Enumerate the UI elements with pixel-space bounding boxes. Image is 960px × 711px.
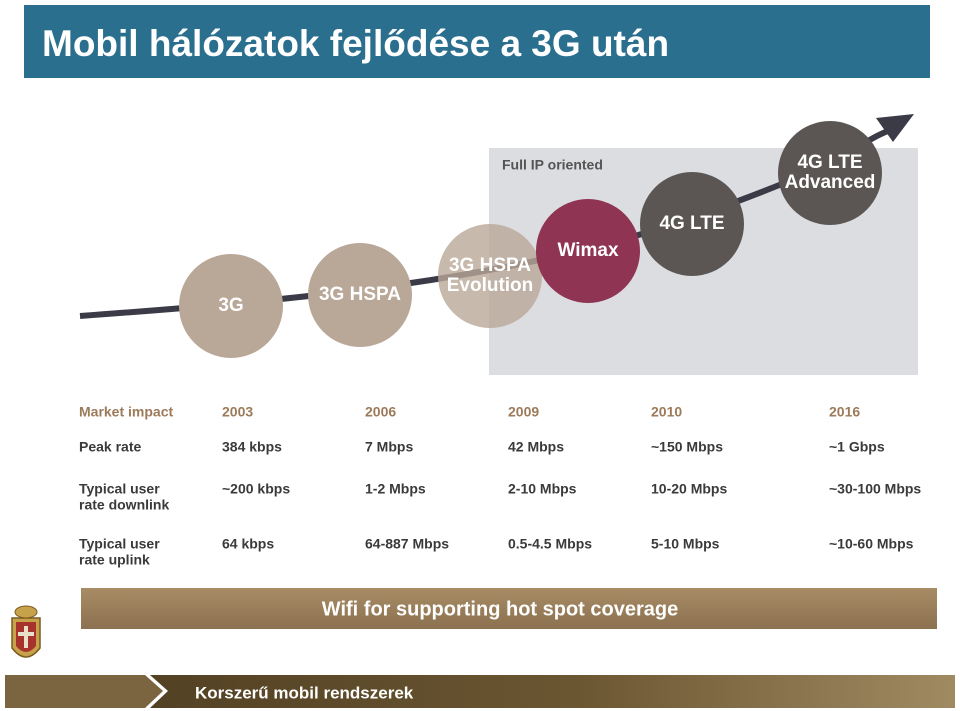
cell: 42 Mbps [508, 439, 564, 455]
row-label: Typical user [79, 481, 160, 497]
cell: 2016 [829, 404, 860, 420]
cell: 1-2 Mbps [365, 481, 426, 497]
stage-label: Advanced [785, 172, 876, 193]
footer-chevron-edge [145, 675, 168, 708]
stage-circle [179, 254, 283, 358]
stage-label: 4G LTE [797, 152, 862, 173]
cell: 2009 [508, 404, 539, 420]
cell: 2010 [651, 404, 682, 420]
row-label: Peak rate [79, 439, 141, 455]
crest-logo [11, 605, 41, 658]
stage-circle [778, 121, 882, 225]
slide-title: Mobil hálózatok fejlődése a 3G után [42, 23, 669, 64]
footer-chevron [5, 675, 163, 708]
stage-label: 4G LTE [659, 213, 724, 234]
cell: 64-887 Mbps [365, 536, 449, 552]
region-label: Full IP oriented [502, 157, 603, 173]
table: Market impact 2003 2006 2009 2010 2016 Peak ra… [79, 404, 921, 568]
cell: 64 kbps [222, 536, 274, 552]
stage-circle [640, 172, 744, 276]
title-bar [24, 5, 930, 78]
arrow-head [876, 114, 914, 142]
cell: 384 kbps [222, 439, 282, 455]
stage-label: 3G HSPA [319, 284, 401, 305]
stage-label: 3G [218, 295, 243, 316]
stage-circle [308, 243, 412, 347]
cell: ~30-100 Mbps [829, 481, 921, 497]
cell: 5-10 Mbps [651, 536, 720, 552]
stage-circle [438, 224, 542, 328]
cell: ~10-60 Mbps [829, 536, 914, 552]
row-label: rate downlink [79, 497, 169, 513]
footer-text: Korszerű mobil rendszerek [195, 683, 414, 702]
cell: 2003 [222, 404, 253, 420]
row-label: rate uplink [79, 552, 150, 568]
cell: 10-20 Mbps [651, 481, 727, 497]
stage-label: 3G HSPA [449, 255, 531, 276]
row-label: Market impact [79, 404, 173, 420]
cell: ~150 Mbps [651, 439, 723, 455]
cell: 2006 [365, 404, 396, 420]
banner-text: Wifi for supporting hot spot coverage [322, 598, 678, 620]
cell: ~200 kbps [222, 481, 290, 497]
cell: 2-10 Mbps [508, 481, 577, 497]
row-label: Typical user [79, 536, 160, 552]
cell: 7 Mbps [365, 439, 413, 455]
banner [81, 588, 937, 629]
cell: ~1 Gbps [829, 439, 885, 455]
stage-label: Wimax [557, 240, 619, 261]
stage-label: Evolution [447, 275, 534, 296]
cell: 0.5-4.5 Mbps [508, 536, 592, 552]
stage-circle [536, 199, 640, 303]
